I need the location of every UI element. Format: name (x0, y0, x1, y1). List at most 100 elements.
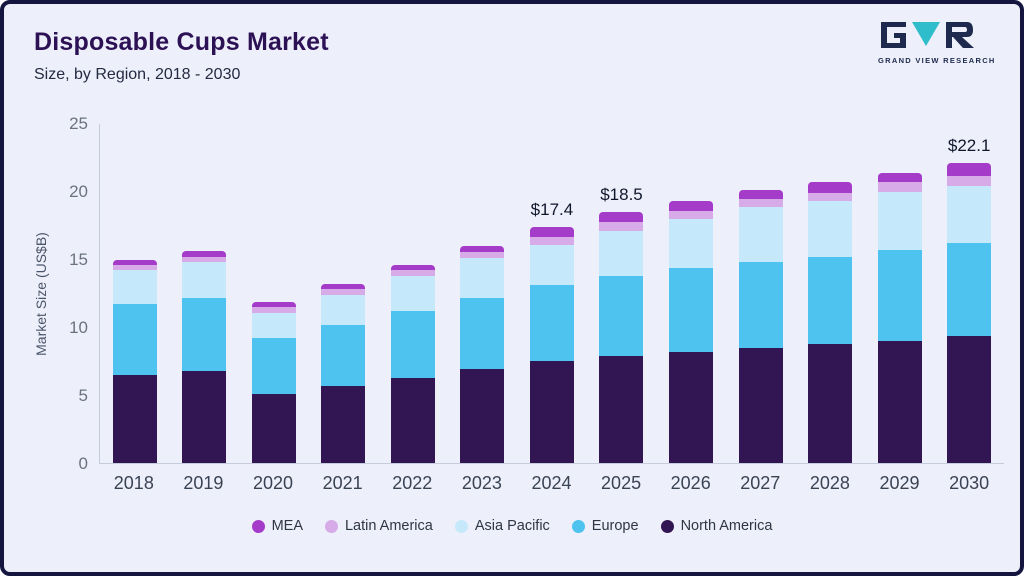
y-axis-ticks: 0 5 10 15 20 25 (4, 114, 88, 473)
x-axis-labels: 2018 2019 2020 2021 2022 2023 2024 2025 2026 2027… (99, 473, 1004, 494)
bar-segment-mea (182, 251, 227, 257)
bar-segment-mea (390, 265, 435, 271)
bar-segment-asia-pacific (460, 258, 505, 298)
x-axis-label: 2018 (113, 473, 154, 493)
bar-segment-latin-america (251, 307, 296, 313)
x-axis-label: 2024 (531, 473, 572, 493)
bar-2023 (448, 124, 518, 463)
bar-segment-mea (321, 284, 366, 290)
bar-segment-north-america (738, 347, 783, 463)
page-title: Disposable Cups Market (34, 28, 329, 56)
bar-segment-asia-pacific (112, 270, 157, 305)
bar-segment-latin-america (112, 265, 157, 271)
x-axis-label: 2025 (601, 473, 642, 493)
brand-logo: GRAND VIEW RESEARCH (878, 22, 996, 65)
bar-segment-mea (877, 172, 922, 183)
bar-segment-latin-america (669, 210, 714, 219)
bar-segment-north-america (599, 355, 644, 463)
bar-segment-latin-america (599, 221, 644, 232)
bar-segment-europe (390, 311, 435, 378)
x-axis-label: 2020 (253, 473, 294, 493)
bar-2018 (100, 124, 170, 463)
legend-label: MEA (271, 518, 303, 534)
bar-segment-north-america (947, 335, 992, 463)
bar-segment-europe (112, 304, 157, 375)
bar-segment-mea (112, 259, 157, 266)
y-tick-label: 5 (78, 386, 88, 405)
bar-segment-asia-pacific (877, 191, 922, 251)
bar-segment-latin-america (877, 182, 922, 192)
bar-segment-asia-pacific (669, 218, 714, 268)
y-tick-label: 20 (69, 182, 88, 201)
bar-2022 (378, 124, 448, 463)
bar-segment-europe (947, 243, 992, 336)
y-tick-label: 25 (69, 114, 88, 133)
bar-segment-asia-pacific (947, 186, 992, 244)
legend-label: Europe (591, 518, 639, 534)
legend-item-north-america[interactable]: North America (660, 518, 773, 534)
legend-label: Asia Pacific (474, 518, 550, 534)
y-tick-label: 10 (69, 318, 88, 337)
bar-segment-latin-america (182, 256, 227, 263)
bar-segment-europe (738, 262, 783, 348)
bar-segment-mea (808, 182, 853, 194)
bar-segment-asia-pacific (738, 206, 783, 263)
bar-segment-asia-pacific (529, 244, 574, 286)
bar-segment-north-america (877, 340, 922, 463)
bar-segment-europe (877, 250, 922, 341)
bar-segment-north-america (112, 374, 157, 463)
bar-segment-latin-america (529, 236, 574, 245)
legend-item-mea[interactable]: MEA (251, 518, 303, 534)
y-tick-label: 0 (78, 454, 88, 473)
legend-label: Latin America (344, 518, 433, 534)
bar-2019 (170, 124, 240, 463)
legend: MEA Latin America Asia Pacific Europe North … (4, 518, 1020, 534)
x-axis-label: 2030 (949, 473, 990, 493)
bar-2026 (656, 124, 726, 463)
x-axis-label: 2029 (879, 473, 920, 493)
bar-segment-latin-america (460, 252, 505, 259)
bar-segment-mea (529, 227, 574, 237)
bar-segment-asia-pacific (182, 262, 227, 298)
bar-segment-asia-pacific (808, 201, 853, 257)
x-axis-label: 2026 (670, 473, 711, 493)
x-axis-label: 2019 (183, 473, 224, 493)
gvr-logo-icon (881, 22, 974, 48)
x-axis-label: 2021 (322, 473, 363, 493)
bar-segment-mea (947, 163, 992, 176)
bar-segment-europe (321, 324, 366, 386)
bar-value-label: $22.1 (947, 136, 991, 156)
legend-item-latin-america[interactable]: Latin America (324, 518, 433, 534)
bar-segment-mea (669, 201, 714, 211)
legend-item-europe[interactable]: Europe (571, 518, 639, 534)
bar-segment-mea (460, 246, 505, 253)
bar-2020 (239, 124, 309, 463)
bar-segment-europe (182, 297, 227, 371)
bar-segment-north-america (390, 377, 435, 463)
bar-2024: $17.4 (517, 124, 587, 463)
bar-segment-north-america (182, 370, 227, 463)
bar-segment-latin-america (947, 175, 992, 187)
x-axis-label: 2027 (740, 473, 781, 493)
chart-subtitle: Size, by Region, 2018 - 2030 (34, 66, 241, 83)
bar-segment-europe (529, 285, 574, 362)
y-tick-label: 15 (69, 250, 88, 269)
bar-segment-europe (669, 267, 714, 352)
bar-segment-mea (251, 301, 296, 308)
bar-segment-latin-america (738, 198, 783, 207)
legend-item-asia-pacific[interactable]: Asia Pacific (454, 518, 550, 534)
bar-2030: $22.1 (934, 124, 1004, 463)
bar-segment-latin-america (390, 270, 435, 276)
legend-color-dot (324, 519, 338, 533)
legend-color-dot (454, 519, 468, 533)
brand-logo-text: GRAND VIEW RESEARCH (878, 56, 996, 65)
bar-segment-north-america (529, 361, 574, 463)
bar-segment-north-america (460, 369, 505, 463)
plot-area: $17.4 $18.5 $22.1 (99, 124, 1004, 464)
legend-label: North America (680, 518, 773, 534)
bar-2028 (795, 124, 865, 463)
legend-color-dot (571, 519, 585, 533)
bar-segment-mea (738, 190, 783, 199)
bar-segment-north-america (251, 393, 296, 463)
